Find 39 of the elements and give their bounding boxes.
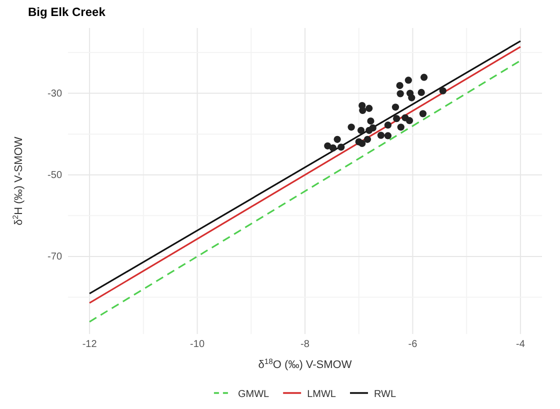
point (366, 104, 373, 112)
y-tick-label: -30 (48, 88, 62, 100)
y-tick-label: -70 (48, 252, 62, 263)
point (358, 140, 366, 148)
point (329, 144, 337, 152)
x-tick-label: -10 (190, 339, 205, 350)
point (418, 88, 425, 96)
point (420, 74, 428, 81)
point (404, 76, 412, 84)
point (364, 136, 372, 143)
point (396, 90, 404, 98)
point (334, 136, 341, 143)
x-tick-label: -4 (516, 339, 526, 350)
legend-label: LMWL (307, 389, 336, 400)
point (338, 144, 345, 151)
point (392, 104, 400, 111)
point (357, 126, 365, 134)
y-tick-label: -50 (48, 170, 62, 182)
point (384, 132, 392, 140)
legend-label: GMWL (238, 389, 270, 400)
point (359, 106, 366, 114)
x-axis-title: δ$^{18}$O (‰) V-SMOW (258, 356, 352, 371)
point (397, 124, 404, 131)
x-tick-label: -8 (300, 339, 310, 350)
legend-label: RWL (374, 389, 396, 400)
point (348, 124, 355, 131)
point (367, 117, 374, 125)
x-tick-label: -6 (408, 339, 418, 350)
x-tick-label: -12 (82, 339, 98, 350)
chart-title: Big Elk Creek (28, 5, 106, 19)
point (377, 132, 385, 139)
point (396, 82, 404, 90)
point (369, 124, 376, 132)
point (439, 87, 446, 94)
point (393, 115, 400, 122)
point (419, 110, 427, 118)
point (406, 117, 414, 124)
point (384, 122, 392, 129)
point (408, 94, 416, 102)
